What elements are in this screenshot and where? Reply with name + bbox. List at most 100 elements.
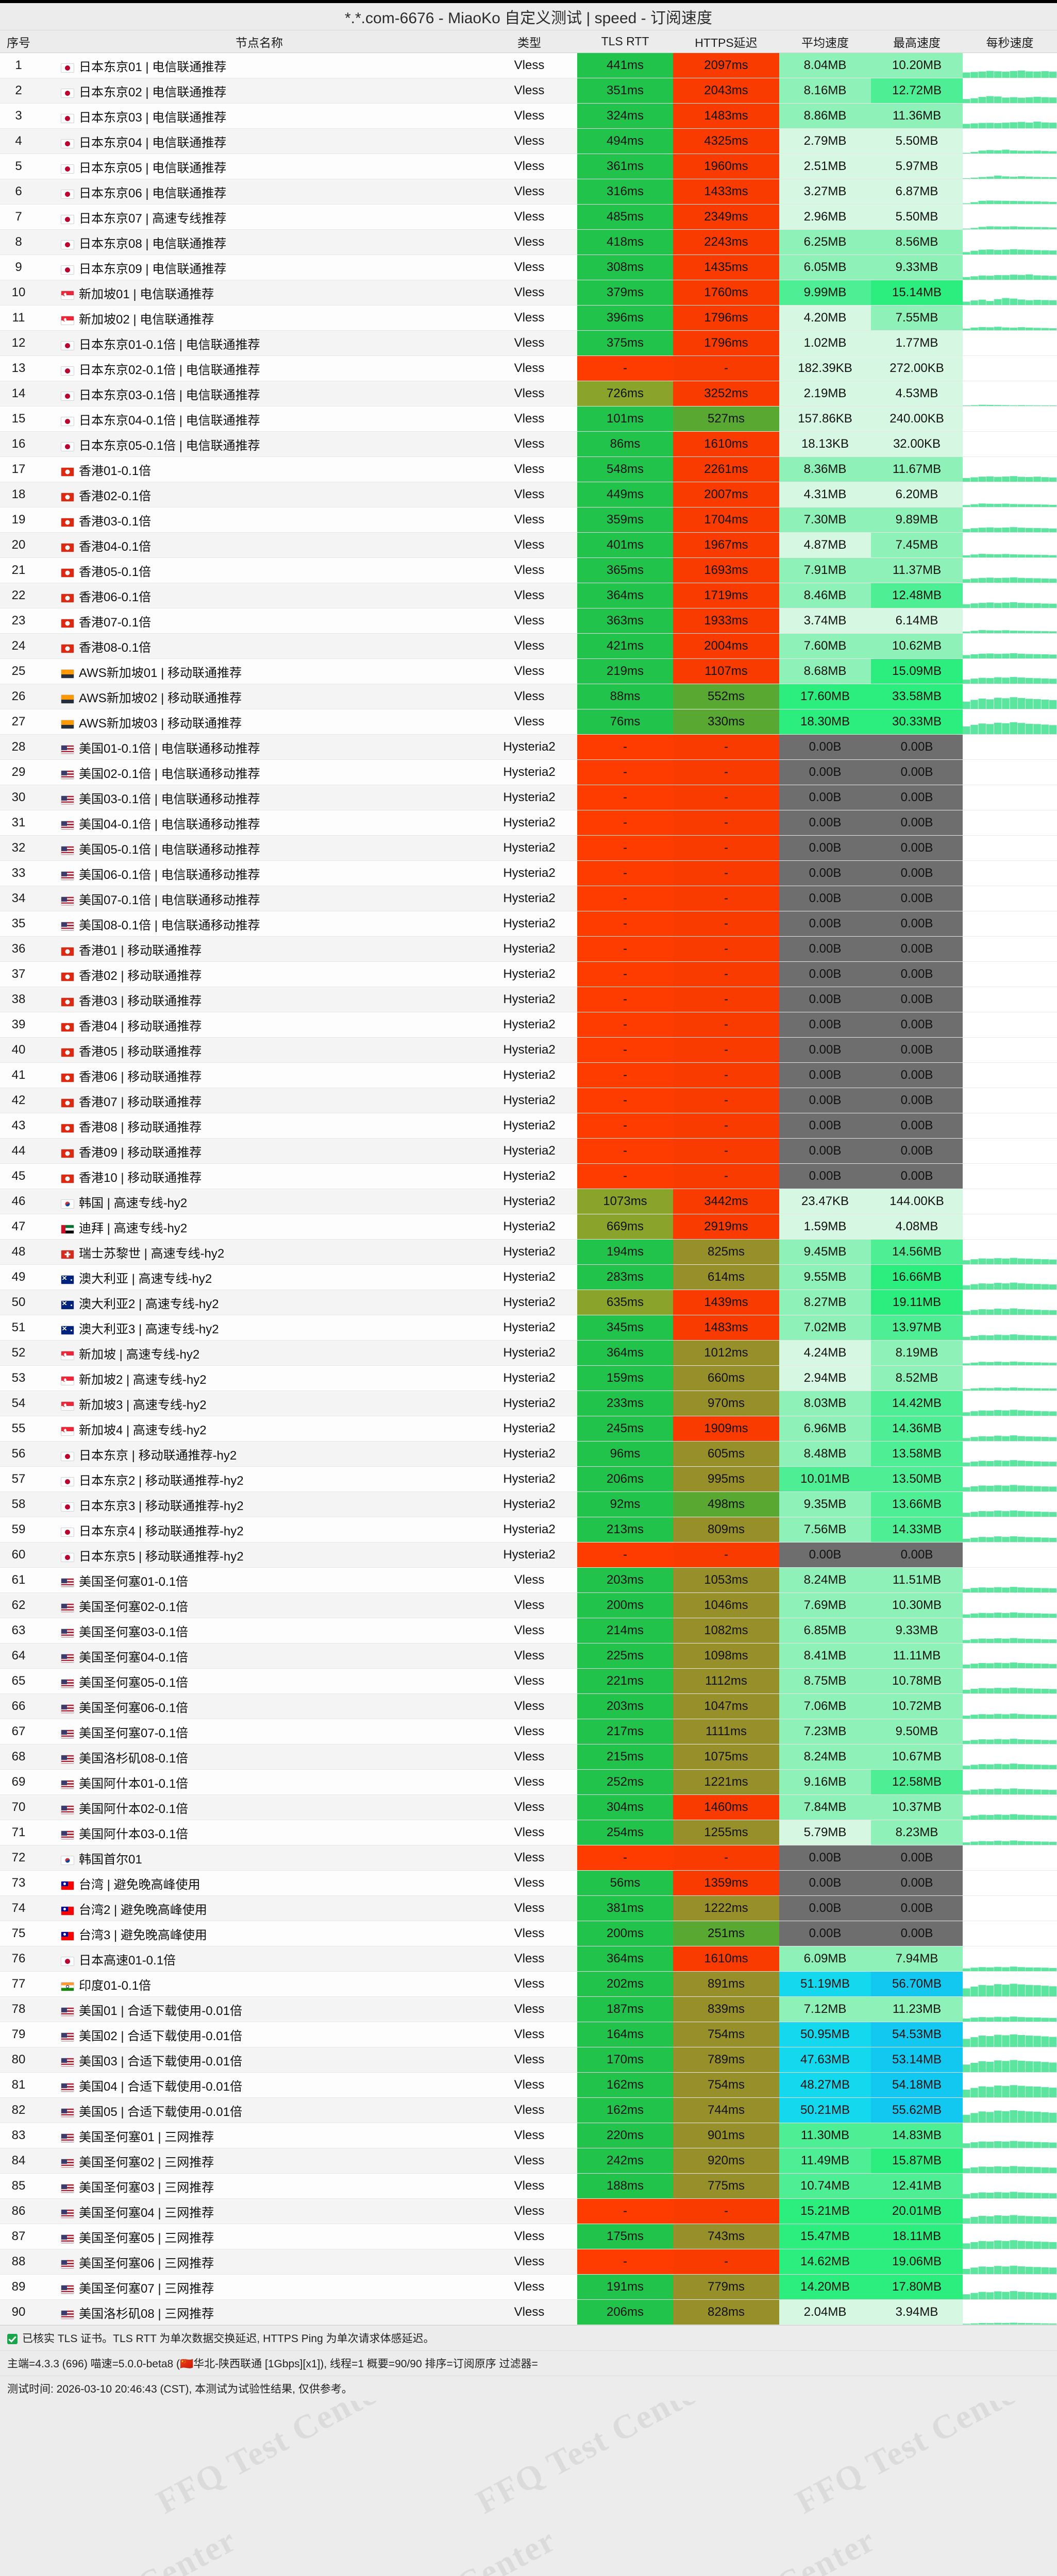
node-name-cell[interactable]: 日本东京 | 移动联通推荐-hy2: [37, 1441, 481, 1467]
table-row[interactable]: 38 香港03 | 移动联通推荐 Hysteria2- -0.00B 0.00B: [0, 987, 1057, 1012]
table-row[interactable]: 25 AWS新加坡01 | 移动联通推荐 Vless 219ms 1107ms 8.68M…: [0, 658, 1057, 684]
table-row[interactable]: 59 日本东京4 | 移动联通推荐-hy2 Hysteria2 213ms 809ms 7…: [0, 1517, 1057, 1543]
node-name-cell[interactable]: 香港05-0.1倍: [37, 557, 481, 583]
column-header-https-latency[interactable]: HTTPS延迟: [673, 30, 779, 53]
table-row[interactable]: 12 日本东京01-0.1倍 | 电信联通推荐 Vless 375ms 1796ms 1.…: [0, 330, 1057, 356]
table-row[interactable]: 28 美国01-0.1倍 | 电信联通移动推荐 Hysteria2- -0.00B 0.…: [0, 734, 1057, 760]
table-row[interactable]: 62 美国圣何塞02-0.1倍 Vless 200ms 1046ms 7.69MB 10.3…: [0, 1592, 1057, 1618]
table-row[interactable]: 83 美国圣何塞01 | 三网推荐 Vless 220ms 901ms 11.30MB 14…: [0, 2123, 1057, 2148]
table-row[interactable]: 32 美国05-0.1倍 | 电信联通移动推荐 Hysteria2- -0.00B 0.…: [0, 835, 1057, 861]
node-name-cell[interactable]: 台湾2 | 避免晚高峰使用: [37, 1895, 481, 1921]
table-row[interactable]: 60 日本东京5 | 移动联通推荐-hy2 Hysteria2- -0.00B 0.00…: [0, 1542, 1057, 1568]
table-row[interactable]: 63 美国圣何塞03-0.1倍 Vless 214ms 1082ms 6.85MB 9.33…: [0, 1618, 1057, 1643]
table-row[interactable]: 44 香港09 | 移动联通推荐 Hysteria2- -0.00B 0.00B: [0, 1138, 1057, 1164]
node-name-cell[interactable]: 香港07 | 移动联通推荐: [37, 1088, 481, 1113]
table-row[interactable]: 41 香港06 | 移动联通推荐 Hysteria2- -0.00B 0.00B: [0, 1062, 1057, 1088]
table-row[interactable]: 15 日本东京04-0.1倍 | 电信联通推荐 Vless 101ms 527ms 157…: [0, 406, 1057, 432]
node-name-cell[interactable]: 日本东京02-0.1倍 | 电信联通推荐: [37, 355, 481, 381]
table-row[interactable]: 19 香港03-0.1倍 Vless 359ms 1704ms 7.30MB 9.89MB: [0, 507, 1057, 533]
node-name-cell[interactable]: 美国洛杉矶08 | 三网推荐: [37, 2299, 481, 2325]
node-name-cell[interactable]: 美国圣何塞02 | 三网推荐: [37, 2148, 481, 2174]
table-row[interactable]: 31 美国04-0.1倍 | 电信联通移动推荐 Hysteria2- -0.00B 0.…: [0, 810, 1057, 836]
table-row[interactable]: 79 美国02 | 合适下载使用-0.01倍 Vless 164ms 754ms 50.9…: [0, 2022, 1057, 2047]
node-name-cell[interactable]: 韩国 | 高速专线-hy2: [37, 1189, 481, 1214]
column-header-tls-rtt[interactable]: TLS RTT: [577, 30, 673, 53]
node-name-cell[interactable]: 澳大利亚3 | 高速专线-hy2: [37, 1315, 481, 1341]
table-row[interactable]: 81 美国04 | 合适下载使用-0.01倍 Vless 162ms 754ms 48.2…: [0, 2072, 1057, 2098]
table-row[interactable]: 34 美国07-0.1倍 | 电信联通移动推荐 Hysteria2- -0.00B 0.…: [0, 886, 1057, 911]
table-row[interactable]: 6 日本东京06 | 电信联通推荐 Vless 316ms 1433ms 3.27MB 6.…: [0, 179, 1057, 205]
node-name-cell[interactable]: AWS新加坡01 | 移动联通推荐: [37, 658, 481, 684]
node-name-cell[interactable]: 香港04-0.1倍: [37, 532, 481, 558]
table-row[interactable]: 30 美国03-0.1倍 | 电信联通移动推荐 Hysteria2- -0.00B 0.…: [0, 785, 1057, 810]
node-name-cell[interactable]: 香港06-0.1倍: [37, 583, 481, 608]
table-row[interactable]: 37 香港02 | 移动联通推荐 Hysteria2- -0.00B 0.00B: [0, 961, 1057, 987]
table-row[interactable]: 51 澳大利亚3 | 高速专线-hy2 Hysteria2 345ms 1483ms 7.…: [0, 1315, 1057, 1341]
node-name-cell[interactable]: 香港01-0.1倍: [37, 456, 481, 482]
table-row[interactable]: 69 美国阿什本01-0.1倍 Vless 252ms 1221ms 9.16MB 12.5…: [0, 1769, 1057, 1795]
node-name-cell[interactable]: 美国06-0.1倍 | 电信联通移动推荐: [37, 860, 481, 886]
node-name-cell[interactable]: 美国阿什本01-0.1倍: [37, 1769, 481, 1795]
node-name-cell[interactable]: 香港02-0.1倍: [37, 482, 481, 507]
column-header-type[interactable]: 类型: [481, 30, 577, 53]
node-name-cell[interactable]: 美国阿什本02-0.1倍: [37, 1794, 481, 1820]
table-row[interactable]: 80 美国03 | 合适下载使用-0.01倍 Vless 170ms 789ms 47.6…: [0, 2047, 1057, 2073]
table-row[interactable]: 43 香港08 | 移动联通推荐 Hysteria2- -0.00B 0.00B: [0, 1113, 1057, 1139]
node-name-cell[interactable]: 美国01 | 合适下载使用-0.01倍: [37, 1996, 481, 2022]
node-name-cell[interactable]: 日本东京2 | 移动联通推荐-hy2: [37, 1466, 481, 1492]
node-name-cell[interactable]: 新加坡4 | 高速专线-hy2: [37, 1416, 481, 1442]
node-name-cell[interactable]: 日本东京08 | 电信联通推荐: [37, 229, 481, 255]
table-row[interactable]: 78 美国01 | 合适下载使用-0.01倍 Vless 187ms 839ms 7.12…: [0, 1996, 1057, 2022]
table-row[interactable]: 24 香港08-0.1倍 Vless 421ms 2004ms 7.60MB 10.62MB: [0, 633, 1057, 659]
table-row[interactable]: 45 香港10 | 移动联通推荐 Hysteria2- -0.00B 0.00B: [0, 1163, 1057, 1189]
table-row[interactable]: 66 美国圣何塞06-0.1倍 Vless 203ms 1047ms 7.06MB 10.7…: [0, 1693, 1057, 1719]
node-name-cell[interactable]: 迪拜 | 高速专线-hy2: [37, 1214, 481, 1240]
node-name-cell[interactable]: 香港05 | 移动联通推荐: [37, 1037, 481, 1063]
table-row[interactable]: 52 新加坡 | 高速专线-hy2 Hysteria2 364ms 1012ms 4.24…: [0, 1340, 1057, 1366]
table-row[interactable]: 47 迪拜 | 高速专线-hy2 Hysteria2 669ms 2919ms 1.59M…: [0, 1214, 1057, 1240]
node-name-cell[interactable]: 美国圣何塞01 | 三网推荐: [37, 2123, 481, 2148]
node-name-cell[interactable]: 美国05-0.1倍 | 电信联通移动推荐: [37, 835, 481, 861]
node-name-cell[interactable]: 日本东京05-0.1倍 | 电信联通推荐: [37, 431, 481, 457]
table-row[interactable]: 14 日本东京03-0.1倍 | 电信联通推荐 Vless 726ms 3252ms 2.…: [0, 381, 1057, 406]
node-name-cell[interactable]: 美国圣何塞03-0.1倍: [37, 1618, 481, 1643]
table-row[interactable]: 2 日本东京02 | 电信联通推荐 Vless 351ms 2043ms 8.16MB 12…: [0, 78, 1057, 104]
table-row[interactable]: 49 澳大利亚 | 高速专线-hy2 Hysteria2 283ms 614ms 9.55…: [0, 1264, 1057, 1290]
table-row[interactable]: 53 新加坡2 | 高速专线-hy2 Hysteria2 159ms 660ms 2.94…: [0, 1365, 1057, 1391]
column-header-index[interactable]: 序号: [0, 30, 37, 53]
node-name-cell[interactable]: 瑞士苏黎世 | 高速专线-hy2: [37, 1239, 481, 1265]
table-row[interactable]: 3 日本东京03 | 电信联通推荐 Vless 324ms 1483ms 8.86MB 11…: [0, 103, 1057, 129]
node-name-cell[interactable]: 澳大利亚 | 高速专线-hy2: [37, 1264, 481, 1290]
node-name-cell[interactable]: 韩国首尔01: [37, 1845, 481, 1871]
node-name-cell[interactable]: AWS新加坡03 | 移动联通推荐: [37, 709, 481, 735]
table-row[interactable]: 82 美国05 | 合适下载使用-0.01倍 Vless 162ms 744ms 50.2…: [0, 2097, 1057, 2123]
node-name-cell[interactable]: 美国圣何塞01-0.1倍: [37, 1567, 481, 1593]
table-row[interactable]: 40 香港05 | 移动联通推荐 Hysteria2- -0.00B 0.00B: [0, 1037, 1057, 1063]
node-name-cell[interactable]: 美国04 | 合适下载使用-0.01倍: [37, 2072, 481, 2098]
table-row[interactable]: 16 日本东京05-0.1倍 | 电信联通推荐 Vless 86ms 1610ms 18.…: [0, 431, 1057, 457]
node-name-cell[interactable]: 香港08-0.1倍: [37, 633, 481, 659]
table-row[interactable]: 18 香港02-0.1倍 Vless 449ms 2007ms 4.31MB 6.20MB: [0, 482, 1057, 507]
node-name-cell[interactable]: 台湾3 | 避免晚高峰使用: [37, 1921, 481, 1946]
node-name-cell[interactable]: 美国圣何塞04 | 三网推荐: [37, 2198, 481, 2224]
node-name-cell[interactable]: 新加坡2 | 高速专线-hy2: [37, 1365, 481, 1391]
table-row[interactable]: 35 美国08-0.1倍 | 电信联通移动推荐 Hysteria2- -0.00B 0.…: [0, 911, 1057, 937]
table-row[interactable]: 23 香港07-0.1倍 Vless 363ms 1933ms 3.74MB 6.14MB: [0, 608, 1057, 634]
table-row[interactable]: 27 AWS新加坡03 | 移动联通推荐 Vless 76ms 330ms 18.30MB…: [0, 709, 1057, 735]
table-row[interactable]: 42 香港07 | 移动联通推荐 Hysteria2- -0.00B 0.00B: [0, 1088, 1057, 1113]
node-name-cell[interactable]: 香港03-0.1倍: [37, 507, 481, 533]
table-row[interactable]: 86 美国圣何塞04 | 三网推荐 Vless - -15.21MB 20.01MB: [0, 2198, 1057, 2224]
table-row[interactable]: 68 美国洛杉矶08-0.1倍 Vless 215ms 1075ms 8.24MB 10.6…: [0, 1744, 1057, 1770]
table-row[interactable]: 8 日本东京08 | 电信联通推荐 Vless 418ms 2243ms 6.25MB 8.…: [0, 229, 1057, 255]
table-row[interactable]: 75 台湾3 | 避免晚高峰使用 Vless 200ms 251ms 0.00B 0.00B: [0, 1921, 1057, 1946]
node-name-cell[interactable]: 日本东京3 | 移动联通推荐-hy2: [37, 1492, 481, 1517]
node-name-cell[interactable]: 香港09 | 移动联通推荐: [37, 1138, 481, 1164]
node-name-cell[interactable]: 美国洛杉矶08-0.1倍: [37, 1744, 481, 1770]
node-name-cell[interactable]: 日本东京07 | 高速专线推荐: [37, 204, 481, 230]
node-name-cell[interactable]: 香港10 | 移动联通推荐: [37, 1163, 481, 1189]
node-name-cell[interactable]: 日本东京03 | 电信联通推荐: [37, 103, 481, 129]
table-row[interactable]: 13 日本东京02-0.1倍 | 电信联通推荐 Vless - -182.39KB 272…: [0, 355, 1057, 381]
node-name-cell[interactable]: 美国02 | 合适下载使用-0.01倍: [37, 2022, 481, 2047]
node-name-cell[interactable]: 日本东京04-0.1倍 | 电信联通推荐: [37, 406, 481, 432]
table-row[interactable]: 64 美国圣何塞04-0.1倍 Vless 225ms 1098ms 8.41MB 11.1…: [0, 1643, 1057, 1669]
